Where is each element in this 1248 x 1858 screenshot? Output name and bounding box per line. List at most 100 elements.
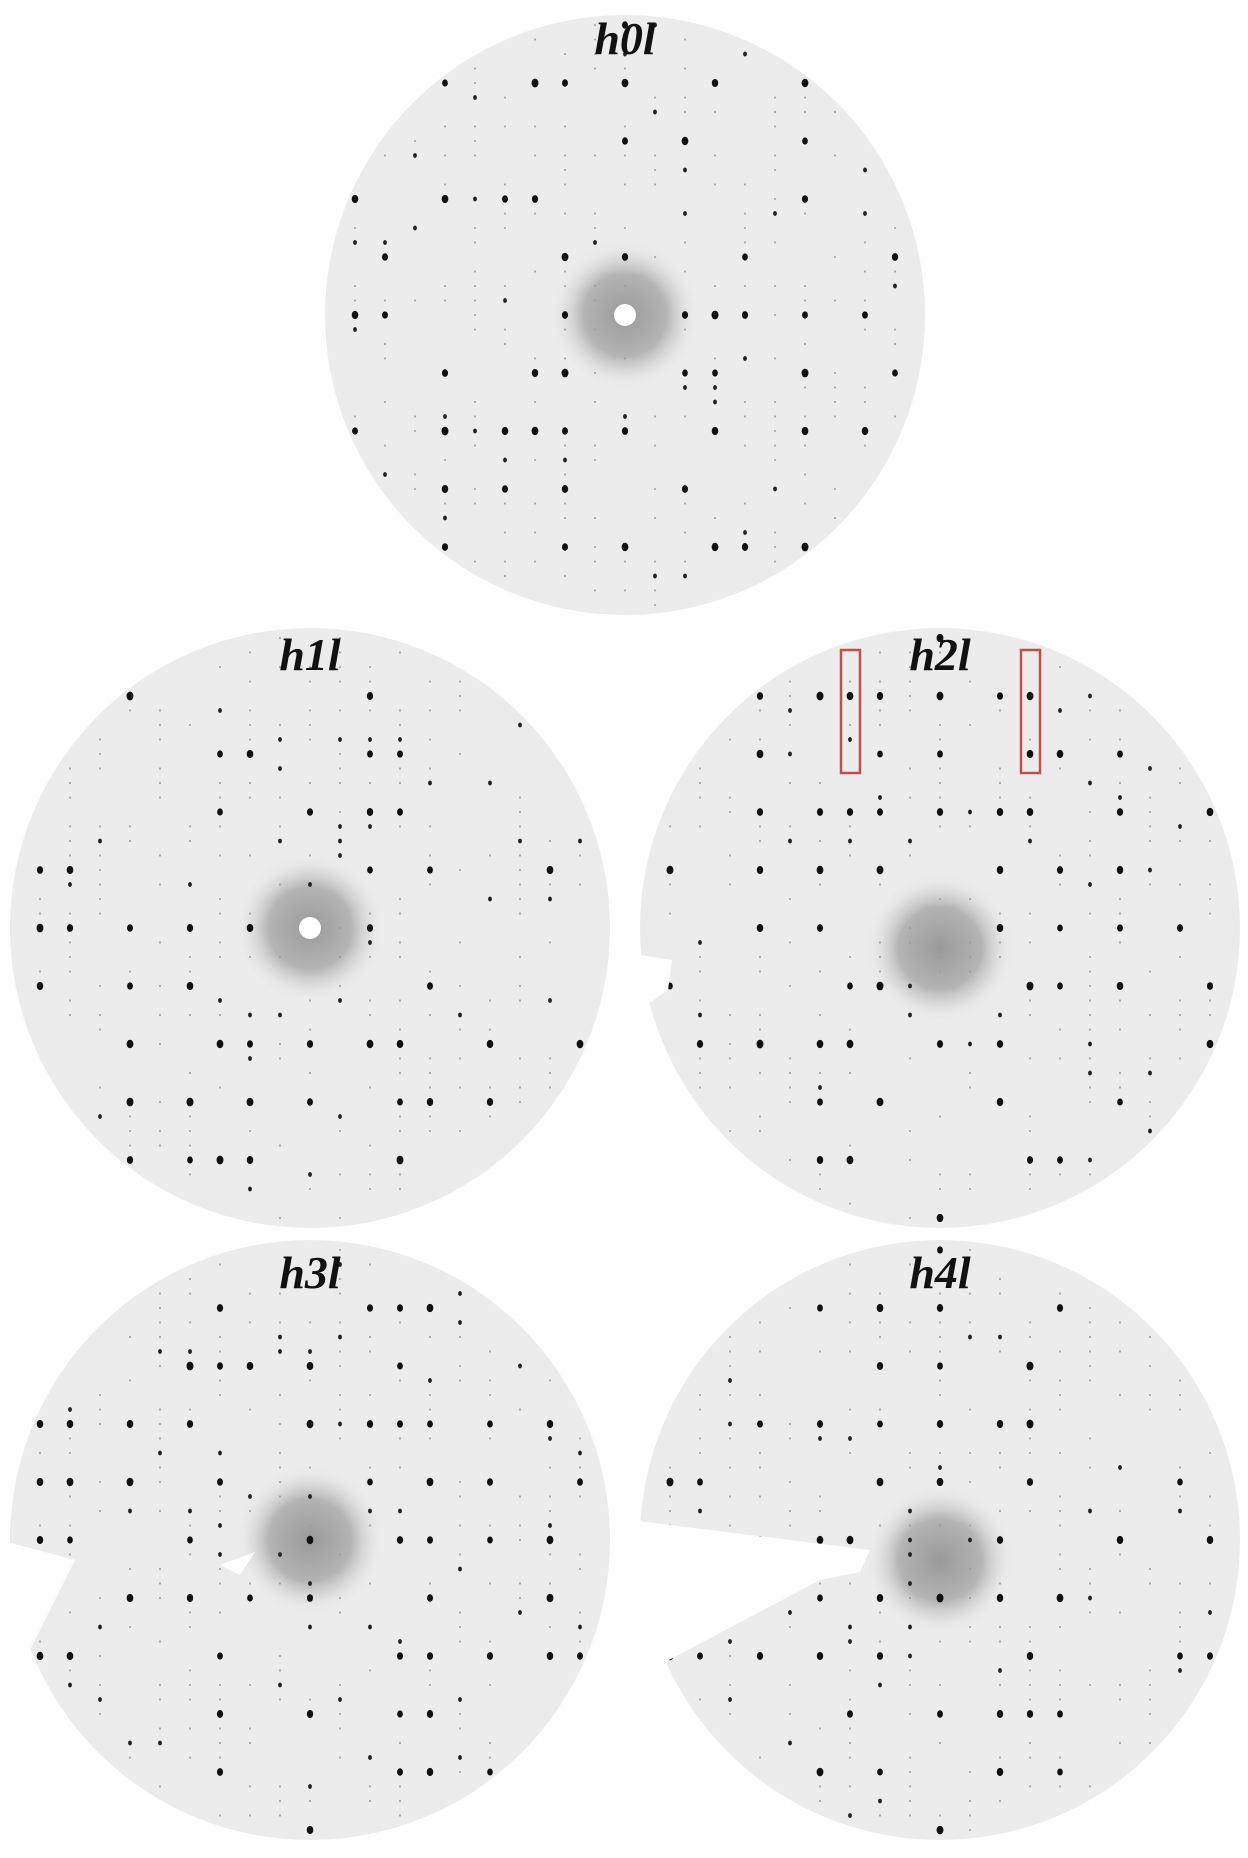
reflection	[849, 680, 851, 682]
reflection	[939, 738, 941, 740]
reflection	[429, 1072, 431, 1074]
reflection	[249, 1814, 251, 1816]
reflection	[474, 285, 476, 287]
reflection	[697, 1040, 703, 1048]
reflection	[834, 299, 836, 301]
reflection	[369, 709, 371, 711]
reflection	[427, 1768, 434, 1776]
reflection	[699, 1072, 701, 1074]
reflection	[427, 1652, 433, 1660]
reflection	[1057, 1710, 1063, 1717]
reflection	[189, 840, 191, 842]
reflection	[159, 1423, 161, 1425]
reflection	[397, 1710, 403, 1717]
reflection	[339, 1553, 341, 1555]
reflection	[189, 1698, 191, 1700]
reflection	[1088, 882, 1092, 887]
reflection	[834, 154, 836, 156]
reflection	[459, 1495, 461, 1497]
reflection	[1208, 1610, 1212, 1615]
reflection	[248, 1187, 252, 1192]
reflection	[847, 982, 853, 989]
reflection	[849, 1408, 851, 1410]
reflection	[759, 840, 761, 842]
reflection	[789, 695, 791, 697]
reflection	[1059, 1626, 1061, 1628]
reflection	[622, 79, 629, 88]
reflection	[37, 982, 44, 990]
reflection	[249, 1408, 251, 1410]
reflection	[564, 575, 566, 577]
reflection	[788, 1610, 792, 1615]
reflection	[519, 1597, 521, 1599]
reflection	[712, 79, 718, 87]
reflection	[549, 1582, 551, 1584]
reflection	[579, 1553, 581, 1555]
reflection	[399, 1466, 401, 1468]
reflection	[188, 882, 192, 887]
reflection	[69, 854, 71, 856]
reflection	[127, 1420, 134, 1428]
reflection	[729, 1043, 731, 1045]
reflection	[429, 1086, 431, 1088]
reflection	[279, 796, 281, 798]
reflection	[37, 1536, 43, 1544]
reflection	[774, 401, 776, 403]
reflection	[1029, 999, 1031, 1001]
reflection	[247, 1040, 253, 1047]
reflection	[219, 796, 221, 798]
reflection	[249, 1742, 251, 1744]
reflection	[909, 1057, 911, 1059]
reflection	[878, 1683, 882, 1688]
reflection	[877, 1420, 883, 1427]
reflection	[562, 543, 568, 551]
reflection	[187, 924, 193, 932]
reflection	[459, 753, 461, 755]
reflection	[67, 1536, 73, 1543]
reflection	[819, 1510, 821, 1512]
reflection	[937, 1478, 944, 1486]
reflection	[969, 1814, 971, 1816]
reflection	[369, 1086, 371, 1088]
reflection	[712, 369, 718, 376]
reflection	[189, 1611, 191, 1613]
reflection	[622, 253, 628, 261]
reflection	[398, 737, 402, 742]
reflection	[729, 1057, 731, 1059]
reflection	[99, 1713, 101, 1715]
reflection	[1117, 808, 1123, 816]
reflection	[1207, 1040, 1214, 1048]
reflection	[849, 1202, 851, 1204]
reflection	[774, 241, 776, 243]
reflection	[69, 1669, 71, 1671]
reflection	[159, 985, 161, 987]
reflection	[99, 1028, 101, 1030]
reflection	[939, 956, 941, 958]
reflection	[849, 1669, 851, 1671]
reflection	[997, 1594, 1004, 1602]
reflection	[99, 1014, 101, 1016]
reflection	[594, 459, 596, 461]
reflection	[444, 459, 446, 461]
reflection	[37, 866, 43, 874]
reflection	[729, 1713, 731, 1715]
reflection	[804, 343, 806, 345]
reflection	[729, 811, 731, 813]
reflection	[624, 227, 626, 229]
reflection	[909, 1771, 911, 1773]
reflection	[1026, 982, 1033, 991]
reflection	[848, 1639, 852, 1644]
reflection	[98, 1114, 102, 1119]
reflection	[1209, 840, 1211, 842]
reflection	[339, 1713, 341, 1715]
reflection	[1119, 1611, 1121, 1613]
reflection	[998, 1668, 1002, 1673]
reflection	[819, 1072, 821, 1074]
reflection	[99, 738, 101, 740]
reflection	[759, 1028, 761, 1030]
reflection	[159, 1640, 161, 1642]
reflection	[849, 1742, 851, 1744]
reflection	[909, 927, 911, 929]
reflection	[458, 1013, 462, 1018]
reflection	[159, 1292, 161, 1294]
